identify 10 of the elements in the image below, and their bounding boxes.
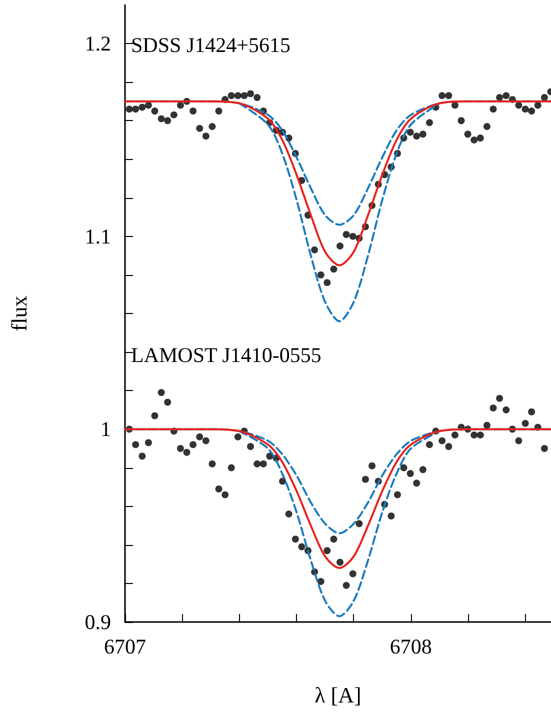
- y-tick-label: 1.1: [84, 224, 111, 248]
- annotation: LAMOST J1410-0555: [131, 343, 322, 367]
- annotation: SDSS J1424+5615: [131, 33, 290, 57]
- x-tick-label: 6708: [390, 634, 432, 658]
- x-tick-label: 6707: [104, 634, 146, 658]
- y-axis-title: flux: [6, 296, 32, 332]
- y-tick-label: 1.2: [84, 32, 111, 56]
- x-axis-title: λ [A]: [314, 682, 362, 708]
- y-tick-label: 1: [100, 417, 111, 442]
- y-tick-label: 0.9: [84, 610, 111, 634]
